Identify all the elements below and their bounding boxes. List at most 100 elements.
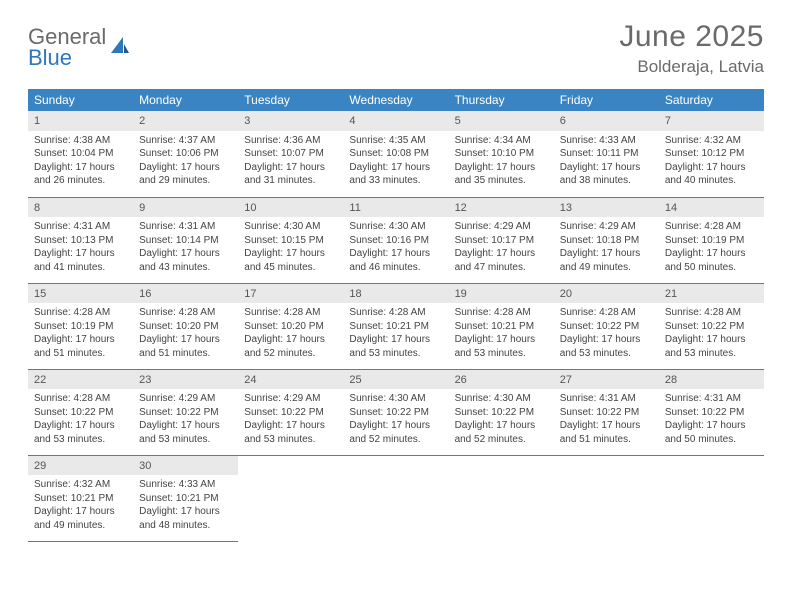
day-number: 8 xyxy=(28,198,133,218)
daylight-line: Daylight: 17 hours and 33 minutes. xyxy=(349,161,442,188)
calendar-cell: 18Sunrise: 4:28 AMSunset: 10:21 PMDaylig… xyxy=(343,283,448,369)
sunrise-line: Sunrise: 4:34 AM xyxy=(455,134,548,148)
daylight-line: Daylight: 17 hours and 53 minutes. xyxy=(139,419,232,446)
weekday-header-row: Sunday Monday Tuesday Wednesday Thursday… xyxy=(28,89,764,111)
day-body: Sunrise: 4:32 AMSunset: 10:21 PMDaylight… xyxy=(28,475,133,536)
sunrise-line: Sunrise: 4:29 AM xyxy=(139,392,232,406)
daylight-line: Daylight: 17 hours and 52 minutes. xyxy=(244,333,337,360)
daylight-line: Daylight: 17 hours and 41 minutes. xyxy=(34,247,127,274)
calendar-cell xyxy=(659,455,764,541)
calendar-row: 22Sunrise: 4:28 AMSunset: 10:22 PMDaylig… xyxy=(28,369,764,455)
sunset-line: Sunset: 10:22 PM xyxy=(349,406,442,420)
sunset-line: Sunset: 10:19 PM xyxy=(665,234,758,248)
daylight-line: Daylight: 17 hours and 50 minutes. xyxy=(665,419,758,446)
day-body: Sunrise: 4:32 AMSunset: 10:12 PMDaylight… xyxy=(659,131,764,192)
day-body: Sunrise: 4:30 AMSunset: 10:22 PMDaylight… xyxy=(449,389,554,450)
sunset-line: Sunset: 10:13 PM xyxy=(34,234,127,248)
daylight-line: Daylight: 17 hours and 29 minutes. xyxy=(139,161,232,188)
sunset-line: Sunset: 10:14 PM xyxy=(139,234,232,248)
calendar-cell: 8Sunrise: 4:31 AMSunset: 10:13 PMDayligh… xyxy=(28,197,133,283)
sunrise-line: Sunrise: 4:29 AM xyxy=(455,220,548,234)
day-number: 13 xyxy=(554,198,659,218)
sunset-line: Sunset: 10:08 PM xyxy=(349,147,442,161)
sunset-line: Sunset: 10:06 PM xyxy=(139,147,232,161)
daylight-line: Daylight: 17 hours and 51 minutes. xyxy=(139,333,232,360)
calendar-cell: 11Sunrise: 4:30 AMSunset: 10:16 PMDaylig… xyxy=(343,197,448,283)
calendar-cell: 15Sunrise: 4:28 AMSunset: 10:19 PMDaylig… xyxy=(28,283,133,369)
calendar-cell: 5Sunrise: 4:34 AMSunset: 10:10 PMDayligh… xyxy=(449,111,554,197)
day-body: Sunrise: 4:28 AMSunset: 10:21 PMDaylight… xyxy=(343,303,448,364)
day-body: Sunrise: 4:31 AMSunset: 10:22 PMDaylight… xyxy=(554,389,659,450)
calendar-table: Sunday Monday Tuesday Wednesday Thursday… xyxy=(28,89,764,542)
sunset-line: Sunset: 10:04 PM xyxy=(34,147,127,161)
day-body: Sunrise: 4:28 AMSunset: 10:19 PMDaylight… xyxy=(28,303,133,364)
sunset-line: Sunset: 10:12 PM xyxy=(665,147,758,161)
calendar-cell: 26Sunrise: 4:30 AMSunset: 10:22 PMDaylig… xyxy=(449,369,554,455)
sunrise-line: Sunrise: 4:28 AM xyxy=(34,306,127,320)
weekday-header: Sunday xyxy=(28,89,133,111)
calendar-cell: 30Sunrise: 4:33 AMSunset: 10:21 PMDaylig… xyxy=(133,455,238,541)
weekday-header: Saturday xyxy=(659,89,764,111)
calendar-cell: 29Sunrise: 4:32 AMSunset: 10:21 PMDaylig… xyxy=(28,455,133,541)
day-number: 4 xyxy=(343,111,448,131)
sunset-line: Sunset: 10:22 PM xyxy=(560,406,653,420)
day-number: 19 xyxy=(449,284,554,304)
day-body: Sunrise: 4:28 AMSunset: 10:20 PMDaylight… xyxy=(238,303,343,364)
calendar-row: 15Sunrise: 4:28 AMSunset: 10:19 PMDaylig… xyxy=(28,283,764,369)
day-body: Sunrise: 4:37 AMSunset: 10:06 PMDaylight… xyxy=(133,131,238,192)
day-number: 2 xyxy=(133,111,238,131)
daylight-line: Daylight: 17 hours and 53 minutes. xyxy=(560,333,653,360)
calendar-cell: 6Sunrise: 4:33 AMSunset: 10:11 PMDayligh… xyxy=(554,111,659,197)
sunset-line: Sunset: 10:21 PM xyxy=(139,492,232,506)
day-number: 25 xyxy=(343,370,448,390)
day-number: 11 xyxy=(343,198,448,218)
sunset-line: Sunset: 10:22 PM xyxy=(34,406,127,420)
daylight-line: Daylight: 17 hours and 46 minutes. xyxy=(349,247,442,274)
calendar-cell xyxy=(554,455,659,541)
day-body: Sunrise: 4:38 AMSunset: 10:04 PMDaylight… xyxy=(28,131,133,192)
daylight-line: Daylight: 17 hours and 38 minutes. xyxy=(560,161,653,188)
sunrise-line: Sunrise: 4:32 AM xyxy=(34,478,127,492)
month-title: June 2025 xyxy=(619,20,764,54)
daylight-line: Daylight: 17 hours and 51 minutes. xyxy=(560,419,653,446)
daylight-line: Daylight: 17 hours and 50 minutes. xyxy=(665,247,758,274)
day-number: 14 xyxy=(659,198,764,218)
sunset-line: Sunset: 10:19 PM xyxy=(34,320,127,334)
day-body: Sunrise: 4:31 AMSunset: 10:13 PMDaylight… xyxy=(28,217,133,278)
daylight-line: Daylight: 17 hours and 48 minutes. xyxy=(139,505,232,532)
daylight-line: Daylight: 17 hours and 31 minutes. xyxy=(244,161,337,188)
page-header: General Blue June 2025 Bolderaja, Latvia xyxy=(28,20,764,77)
day-number: 9 xyxy=(133,198,238,218)
day-number: 23 xyxy=(133,370,238,390)
sunrise-line: Sunrise: 4:31 AM xyxy=(139,220,232,234)
daylight-line: Daylight: 17 hours and 52 minutes. xyxy=(455,419,548,446)
day-body: Sunrise: 4:30 AMSunset: 10:22 PMDaylight… xyxy=(343,389,448,450)
sunrise-line: Sunrise: 4:37 AM xyxy=(139,134,232,148)
sunrise-line: Sunrise: 4:33 AM xyxy=(139,478,232,492)
sunrise-line: Sunrise: 4:30 AM xyxy=(455,392,548,406)
logo-sail-icon xyxy=(109,35,131,62)
day-number: 17 xyxy=(238,284,343,304)
day-number: 1 xyxy=(28,111,133,131)
calendar-cell: 16Sunrise: 4:28 AMSunset: 10:20 PMDaylig… xyxy=(133,283,238,369)
sunrise-line: Sunrise: 4:30 AM xyxy=(244,220,337,234)
sunrise-line: Sunrise: 4:32 AM xyxy=(665,134,758,148)
day-body: Sunrise: 4:31 AMSunset: 10:22 PMDaylight… xyxy=(659,389,764,450)
sunset-line: Sunset: 10:22 PM xyxy=(139,406,232,420)
day-number: 18 xyxy=(343,284,448,304)
day-body: Sunrise: 4:28 AMSunset: 10:22 PMDaylight… xyxy=(659,303,764,364)
calendar-cell: 19Sunrise: 4:28 AMSunset: 10:21 PMDaylig… xyxy=(449,283,554,369)
sunrise-line: Sunrise: 4:28 AM xyxy=(665,306,758,320)
calendar-cell: 13Sunrise: 4:29 AMSunset: 10:18 PMDaylig… xyxy=(554,197,659,283)
daylight-line: Daylight: 17 hours and 52 minutes. xyxy=(349,419,442,446)
sunrise-line: Sunrise: 4:28 AM xyxy=(244,306,337,320)
sunrise-line: Sunrise: 4:31 AM xyxy=(560,392,653,406)
daylight-line: Daylight: 17 hours and 53 minutes. xyxy=(34,419,127,446)
day-body: Sunrise: 4:36 AMSunset: 10:07 PMDaylight… xyxy=(238,131,343,192)
calendar-cell: 17Sunrise: 4:28 AMSunset: 10:20 PMDaylig… xyxy=(238,283,343,369)
location: Bolderaja, Latvia xyxy=(619,57,764,77)
sunrise-line: Sunrise: 4:31 AM xyxy=(665,392,758,406)
day-number: 3 xyxy=(238,111,343,131)
logo-text-line2: Blue xyxy=(28,47,106,69)
sunset-line: Sunset: 10:10 PM xyxy=(455,147,548,161)
